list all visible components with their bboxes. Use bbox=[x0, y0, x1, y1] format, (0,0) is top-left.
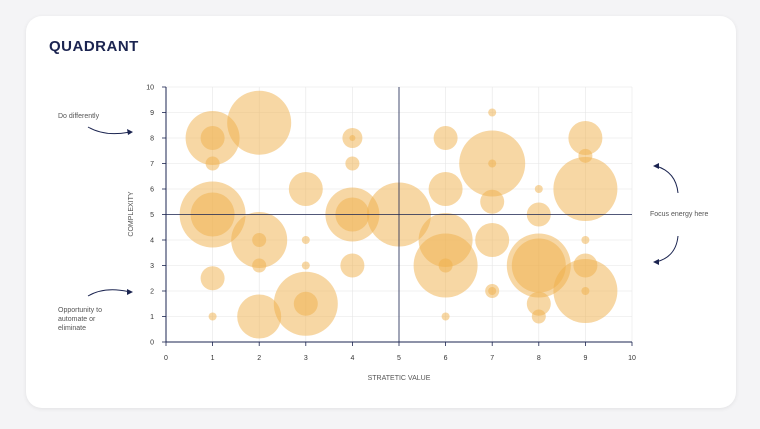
x-tick-label: 1 bbox=[211, 355, 215, 362]
y-tick-label: 10 bbox=[146, 85, 154, 92]
y-tick-label: 0 bbox=[150, 340, 154, 347]
x-tick-label: 6 bbox=[444, 355, 448, 362]
y-tick-label: 6 bbox=[150, 187, 154, 194]
annotation-do-differently: Do differently bbox=[58, 113, 100, 120]
arrow-opportunity-icon bbox=[87, 289, 131, 297]
annotation-opportunity: Opportunity to automate or eliminate bbox=[58, 307, 102, 332]
x-tick-label: 4 bbox=[350, 355, 354, 362]
arrow-focus-up-icon bbox=[655, 165, 679, 194]
y-tick-label: 1 bbox=[150, 314, 154, 321]
x-tick-label: 7 bbox=[490, 355, 494, 362]
bubble bbox=[488, 159, 497, 168]
arrowhead-icon bbox=[653, 259, 659, 265]
annotation-focus-energy: Focus energy here bbox=[650, 211, 709, 218]
bubble bbox=[200, 266, 225, 291]
y-axis-label: COMPLEXITY bbox=[128, 191, 135, 236]
x-tick-label: 8 bbox=[537, 355, 541, 362]
y-tick-label: 4 bbox=[150, 238, 154, 245]
bubble bbox=[345, 156, 360, 171]
x-tick-label: 5 bbox=[397, 355, 401, 362]
bubble bbox=[553, 157, 618, 221]
bubble bbox=[581, 287, 590, 295]
chart-title: QUADRANT bbox=[49, 38, 139, 55]
bubble bbox=[205, 156, 220, 171]
bubble bbox=[340, 253, 365, 278]
bubble bbox=[301, 261, 310, 270]
bubble bbox=[208, 312, 217, 321]
bubble bbox=[568, 121, 603, 155]
bubble bbox=[438, 258, 453, 273]
y-tick-label: 8 bbox=[150, 136, 154, 143]
y-tick-label: 3 bbox=[150, 263, 154, 270]
bubble bbox=[252, 233, 267, 247]
bubble bbox=[488, 287, 497, 295]
x-tick-label: 3 bbox=[304, 355, 308, 362]
x-tick-label: 9 bbox=[583, 355, 587, 362]
bubble bbox=[475, 223, 510, 257]
bubble bbox=[488, 108, 497, 117]
bubble bbox=[511, 238, 566, 293]
bubble bbox=[531, 309, 546, 324]
arrow-do-differently-icon bbox=[87, 126, 131, 135]
bubble bbox=[237, 294, 282, 339]
arrowhead-icon bbox=[653, 163, 659, 169]
y-tick-label: 5 bbox=[150, 212, 154, 219]
bubble bbox=[428, 172, 463, 206]
bubble bbox=[534, 185, 543, 193]
arrowhead-icon bbox=[127, 289, 133, 295]
bubble bbox=[433, 126, 458, 150]
x-axis-label: STRATETIC VALUE bbox=[368, 375, 431, 382]
arrow-focus-down-icon bbox=[655, 235, 679, 263]
bubble bbox=[480, 189, 505, 214]
x-tick-label: 2 bbox=[257, 355, 261, 362]
x-tick-label: 10 bbox=[628, 355, 636, 362]
bubble bbox=[227, 90, 292, 155]
bubble bbox=[349, 135, 356, 141]
bubble bbox=[200, 126, 225, 150]
bubble bbox=[581, 236, 590, 244]
y-tick-label: 7 bbox=[150, 161, 154, 168]
bubble bbox=[288, 172, 323, 206]
bubble bbox=[526, 291, 551, 316]
y-tick-label: 2 bbox=[150, 289, 154, 296]
y-tick-label: 9 bbox=[150, 110, 154, 117]
bubble bbox=[252, 258, 267, 273]
bubble bbox=[301, 236, 310, 244]
bubble bbox=[293, 291, 318, 316]
bubble bbox=[441, 312, 450, 321]
x-tick-label: 0 bbox=[164, 355, 168, 362]
arrowhead-icon bbox=[127, 129, 133, 135]
